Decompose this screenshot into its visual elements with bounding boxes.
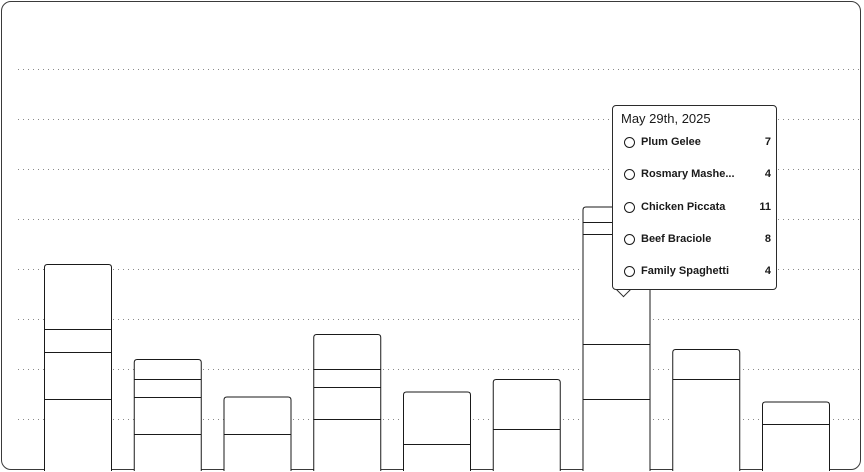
series-dot-icon (624, 201, 635, 213)
tooltip-series-value: 4 (764, 265, 771, 277)
bar-outline[interactable] (762, 401, 830, 471)
tooltip-row: Rosmary Mashe... 4 (621, 166, 771, 182)
bar-outline[interactable] (133, 359, 202, 472)
chart-tooltip: May 29th, 2025 Plum Gelee 7 Rosmary Mash… (612, 105, 777, 290)
bar-outline[interactable] (313, 334, 382, 472)
bar-outline[interactable] (672, 349, 741, 472)
bar-2[interactable] (133, 359, 202, 472)
bar-1[interactable] (44, 264, 112, 472)
tooltip-row: Beef Braciole 8 (621, 231, 771, 247)
bar-3[interactable] (223, 396, 292, 471)
bar-outline[interactable] (492, 379, 561, 472)
tooltip-series-value: 4 (764, 168, 771, 180)
bars[interactable] (44, 206, 830, 472)
tooltip-series-value: 7 (764, 136, 771, 148)
tooltip-series-name: Rosmary Mashe... (641, 168, 735, 180)
bar-5[interactable] (403, 391, 471, 471)
tooltip-row: Plum Gelee 7 (621, 134, 771, 150)
series-dot-icon (624, 168, 635, 180)
tooltip-date: May 29th, 2025 (621, 111, 711, 126)
tooltip-series-name: Chicken Piccata (641, 201, 726, 213)
tooltip-row: Family Spaghetti 4 (621, 263, 771, 279)
bar-outline[interactable] (403, 391, 471, 471)
bar-outline[interactable] (44, 264, 112, 472)
series-dot-icon (624, 136, 635, 148)
tooltip-series-name: Beef Braciole (641, 233, 712, 245)
tooltip-row: Chicken Piccata 11 (621, 199, 771, 215)
tooltip-series-name: Family Spaghetti (641, 265, 730, 277)
bar-8[interactable] (672, 349, 741, 472)
bar-6[interactable] (492, 379, 561, 472)
series-dot-icon (624, 265, 635, 277)
series-dot-icon (624, 233, 635, 245)
tooltip-series-value: 11 (759, 201, 771, 213)
tooltip-series-value: 8 (764, 233, 771, 245)
tooltip-series-name: Plum Gelee (641, 136, 701, 148)
bar-4[interactable] (313, 334, 382, 472)
bar-9[interactable] (762, 401, 830, 471)
